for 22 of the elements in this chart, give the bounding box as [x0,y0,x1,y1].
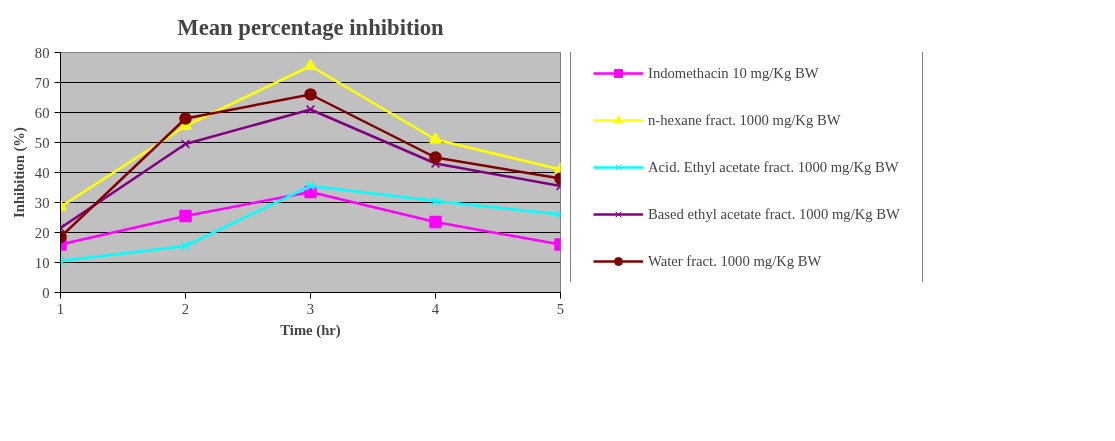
x-tick-label: 4 [431,300,440,317]
legend-label: n-hexane fract. 1000 mg/Kg BW [648,111,841,129]
y-tick-label: 80 [34,44,50,61]
y-tick-label: 30 [34,194,50,211]
x-axis-title: Time (hr) [280,321,341,339]
y-tick-label: 40 [34,164,50,181]
x-tick-label: 3 [306,300,315,317]
y-tick-label: 0 [42,284,50,301]
y-tick-label: 60 [34,104,50,121]
x-tick-label: 5 [556,300,565,317]
y-tick-label: 10 [34,254,50,271]
x-tick-label: 2 [181,300,190,317]
y-tick-label: 70 [34,74,50,91]
x-tick-label: 1 [56,300,65,317]
y-axis-title: Inhibition (%) [10,126,28,218]
y-tick-label: 20 [34,224,50,241]
y-tick-label: 50 [34,134,50,151]
legend-label: Acid. Ethyl acetate fract. 1000 mg/Kg BW [648,158,899,176]
chart-title: Mean percentage inhibition [177,15,445,40]
legend-label: Based ethyl acetate fract. 1000 mg/Kg BW [648,205,900,223]
legend-label: Water fract. 1000 mg/Kg BW [648,252,822,270]
legend-label: Indomethacin 10 mg/Kg BW [648,64,819,82]
